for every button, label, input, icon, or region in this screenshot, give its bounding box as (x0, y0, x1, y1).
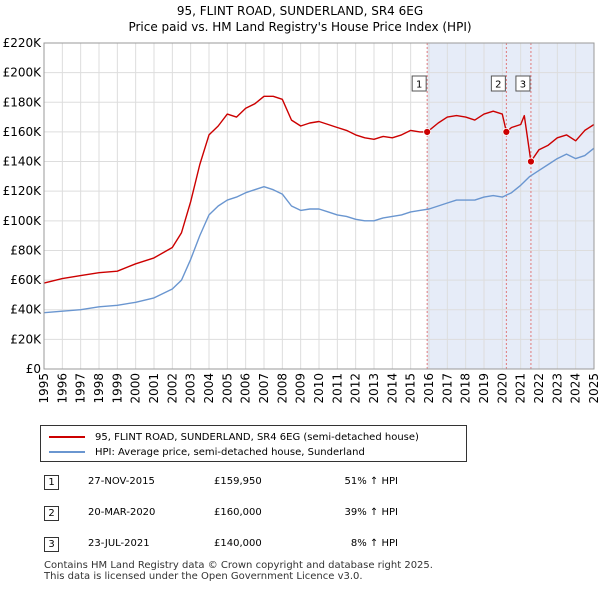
axis-layer: £0 £20K £40K £60K £80K £100K £120K £140K £160K £1… (3, 36, 600, 404)
x-tick-label: 2018 (459, 373, 473, 404)
series-line-hpi (43, 147, 595, 314)
transaction-date: 20-MAR-2020 (88, 507, 156, 518)
sale-label: 2 (495, 80, 501, 91)
y-tick-label: £160K (3, 125, 43, 139)
y-tick-label: £220K (3, 36, 43, 50)
x-tick-label: 2014 (385, 373, 399, 404)
x-tick-label: 1995 (37, 373, 51, 404)
y-tick-label: £120K (3, 184, 43, 198)
price-chart: 1 2 3 £0 £20K £40K £60K £80K £100K £120K £140K £16… (3, 36, 600, 404)
sale-label-box (490, 75, 506, 92)
legend-swatch-property (49, 436, 85, 438)
legend-label-property: 95, FLINT ROAD, SUNDERLAND, SR4 6EG (sem… (95, 431, 419, 443)
footer-attribution: Contains HM Land Registry data © Crown c… (44, 560, 433, 582)
plot-frame (43, 42, 595, 370)
transaction-hpi: 39% ↑ HPI (344, 507, 398, 518)
x-tick-label: 2025 (587, 373, 600, 404)
x-tick-label: 2008 (275, 373, 289, 404)
x-tick-label: 2024 (569, 373, 583, 404)
x-tick-label: 2012 (349, 373, 363, 404)
x-tick-label: 2006 (239, 373, 253, 404)
y-tick-label: £200K (3, 66, 43, 80)
sale-marker (423, 128, 432, 136)
sale-label-box (515, 75, 531, 92)
x-tick-label: 2021 (514, 373, 528, 404)
x-tick-label: 2003 (184, 373, 198, 404)
x-tick-label: 2007 (257, 373, 271, 404)
transaction-row: 3 23-JUL-2021 £140,000 8% ↑ HPI (44, 536, 424, 556)
transaction-date: 23-JUL-2021 (88, 538, 150, 549)
x-tick-label: 1996 (55, 373, 69, 404)
x-tick-label: 2001 (147, 373, 161, 404)
transaction-hpi: 51% ↑ HPI (344, 476, 398, 487)
x-tick-label: 1999 (110, 373, 124, 404)
series-line-property (43, 95, 595, 284)
post-sale-band (427, 43, 594, 369)
transaction-number: 1 (44, 475, 59, 490)
transaction-price: £140,000 (214, 538, 262, 549)
transaction-price: £160,000 (214, 507, 262, 518)
x-tick-label: 2011 (330, 373, 344, 404)
y-tick-label: £80K (10, 243, 42, 257)
footer-copyright: Contains HM Land Registry data © Crown c… (44, 560, 433, 571)
sale-marker-layer: 1 2 3 (411, 75, 535, 166)
x-tick-label: 2013 (367, 373, 381, 404)
transaction-date: 27-NOV-2015 (88, 476, 155, 487)
chart-subtitle: Price paid vs. HM Land Registry's House … (128, 20, 472, 34)
transaction-hpi: 8% ↑ HPI (350, 538, 398, 549)
x-tick-label: 2020 (495, 373, 509, 404)
sale-marker (502, 128, 511, 136)
y-tick-label: £60K (10, 273, 42, 287)
x-tick-label: 2022 (532, 373, 546, 404)
x-tick-label: 2010 (312, 373, 326, 404)
transaction-number: 3 (44, 537, 59, 552)
legend-item-property: 95, FLINT ROAD, SUNDERLAND, SR4 6EG (sem… (49, 429, 419, 445)
y-tick-label: £20K (10, 332, 42, 346)
x-tick-label: 2015 (404, 373, 418, 404)
sale-label: 1 (416, 80, 422, 91)
y-tick-label: £180K (3, 95, 43, 109)
x-tick-label: 2002 (165, 373, 179, 404)
post-sale-band-layer (427, 43, 594, 369)
legend-item-hpi: HPI: Average price, semi-detached house,… (49, 444, 365, 460)
x-tick-label: 2016 (422, 373, 436, 404)
x-tick-label: 1997 (74, 373, 88, 404)
x-tick-label: 2004 (202, 373, 216, 404)
sale-label-box (411, 75, 427, 92)
legend: 95, FLINT ROAD, SUNDERLAND, SR4 6EG (sem… (40, 425, 467, 462)
y-tick-label: £100K (3, 214, 43, 228)
x-tick-label: 2019 (477, 373, 491, 404)
footer-licence: This data is licensed under the Open Gov… (44, 571, 363, 582)
x-tick-label: 2023 (550, 373, 564, 404)
transaction-number: 2 (44, 506, 59, 521)
y-tick-label: £0 (26, 362, 41, 376)
x-tick-label: 2017 (440, 373, 454, 404)
legend-label-hpi: HPI: Average price, semi-detached house,… (95, 446, 365, 458)
x-tick-label: 1998 (92, 373, 106, 404)
series-layer (43, 95, 595, 314)
sale-label: 3 (520, 80, 526, 91)
x-tick-label: 2000 (129, 373, 143, 404)
transaction-row: 1 27-NOV-2015 £159,950 51% ↑ HPI (44, 474, 424, 494)
sale-marker (527, 157, 535, 166)
transaction-row: 2 20-MAR-2020 £160,000 39% ↑ HPI (44, 505, 424, 525)
x-tick-label: 2005 (220, 373, 234, 404)
legend-swatch-hpi (49, 451, 85, 453)
chart-title: 95, FLINT ROAD, SUNDERLAND, SR4 6EG (176, 4, 424, 18)
x-tick-label: 2009 (294, 373, 308, 404)
y-tick-label: £40K (10, 303, 42, 317)
grid-layer (43, 42, 595, 370)
y-tick-label: £140K (3, 155, 43, 169)
transaction-price: £159,950 (214, 476, 262, 487)
